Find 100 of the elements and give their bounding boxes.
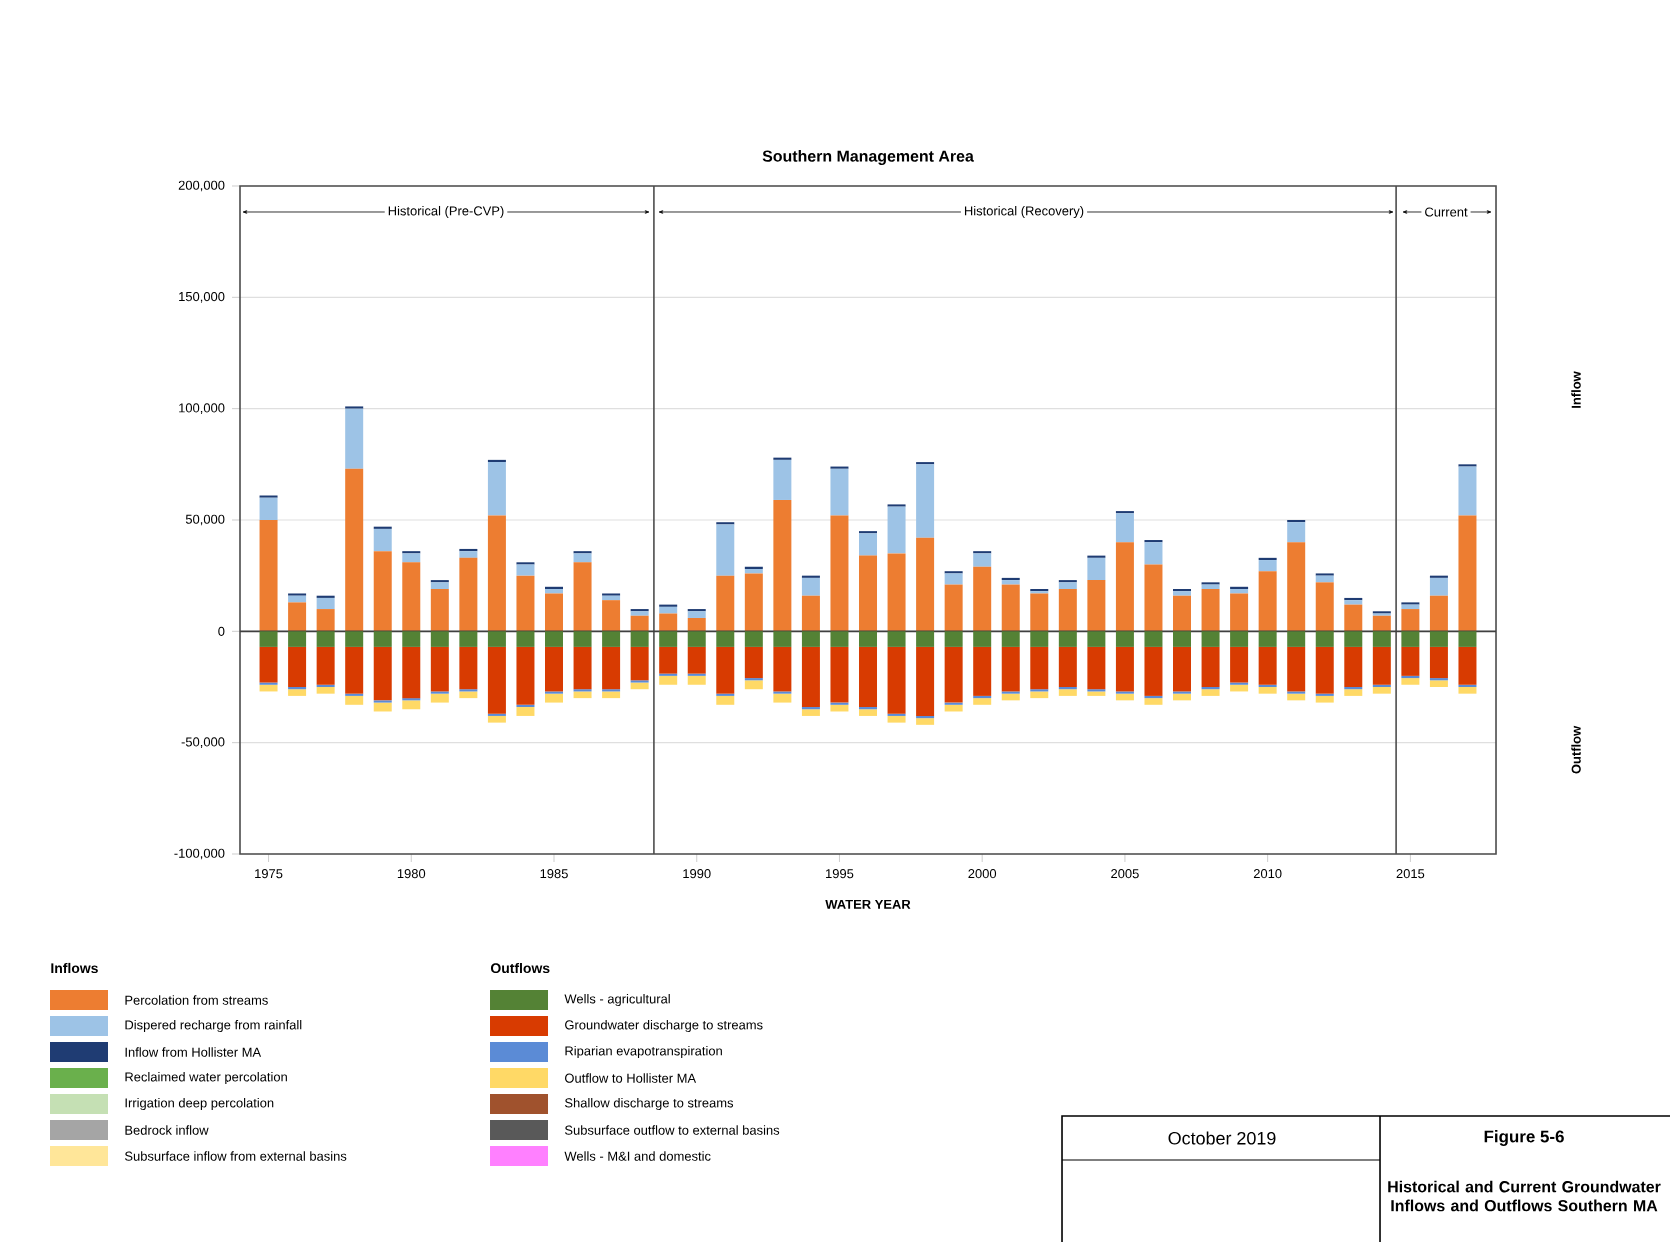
bar (316, 597, 335, 610)
bar (1315, 631, 1334, 647)
bar (687, 646, 706, 674)
bar (1458, 466, 1477, 516)
bar (1401, 609, 1420, 632)
bar (830, 468, 849, 516)
bar (859, 646, 878, 708)
bar (459, 646, 478, 690)
bar (1429, 631, 1448, 647)
bar (887, 631, 906, 647)
bar (830, 631, 849, 647)
bar (602, 631, 621, 647)
bar (1173, 595, 1192, 632)
bar (973, 566, 992, 632)
bar (1001, 693, 1020, 701)
bar (944, 584, 963, 632)
bar (687, 611, 706, 618)
bar (944, 646, 963, 703)
bar (1058, 646, 1077, 687)
bar (1115, 542, 1134, 632)
bar (1144, 646, 1163, 696)
bar (573, 553, 592, 563)
bar (345, 408, 364, 469)
bar (1287, 631, 1306, 647)
bar (1087, 646, 1106, 690)
bar (373, 528, 392, 552)
bar (1258, 560, 1277, 572)
bar (487, 715, 506, 723)
bar (659, 631, 678, 647)
bar (687, 631, 706, 647)
bar (1372, 686, 1391, 694)
bar (316, 646, 335, 685)
bar (316, 631, 335, 647)
bar (801, 595, 820, 632)
bar (1315, 575, 1334, 583)
bar (1058, 631, 1077, 647)
bar (288, 631, 307, 647)
bar (859, 709, 878, 716)
bar (1144, 698, 1163, 705)
bar (944, 704, 963, 712)
bar (1001, 584, 1020, 632)
bar (630, 682, 649, 690)
text: October 2019 (1168, 1131, 1276, 1145)
bar (459, 691, 478, 699)
bar (1173, 693, 1192, 701)
bar (944, 573, 963, 585)
bar (1058, 589, 1077, 632)
bar (430, 631, 449, 647)
bar (1001, 631, 1020, 647)
bar (801, 709, 820, 716)
bar (545, 693, 564, 703)
bar (1030, 691, 1049, 699)
bar (1115, 631, 1134, 647)
bar (1030, 631, 1049, 647)
bar (973, 698, 992, 705)
bar (859, 533, 878, 556)
bar (773, 459, 792, 500)
bar (973, 553, 992, 567)
caption: Figure 5-6 (1484, 1130, 1564, 1146)
bar (1087, 580, 1106, 632)
bar (1258, 686, 1277, 694)
bar (630, 646, 649, 681)
bar (801, 646, 820, 708)
bar (716, 695, 735, 705)
bar (602, 595, 621, 601)
bar (716, 524, 735, 576)
bar (402, 631, 421, 647)
bar (573, 631, 592, 647)
bar (1401, 646, 1420, 676)
bar (716, 575, 735, 632)
bar (259, 646, 278, 683)
bar (345, 468, 364, 632)
bar (1287, 542, 1306, 632)
bar (1230, 684, 1249, 692)
bar (887, 506, 906, 554)
bar (345, 646, 364, 694)
bar (288, 595, 307, 603)
bar (716, 646, 735, 694)
bar (1173, 631, 1192, 647)
bar (1458, 686, 1477, 694)
bar (773, 631, 792, 647)
bar (801, 577, 820, 596)
bar (944, 631, 963, 647)
bar (1429, 646, 1448, 679)
bar (1401, 604, 1420, 610)
bar (1287, 522, 1306, 543)
bar (402, 700, 421, 710)
bar (830, 704, 849, 712)
bar (1115, 693, 1134, 701)
bar (1372, 646, 1391, 685)
bar (1344, 604, 1363, 632)
bar (402, 646, 421, 699)
bar (516, 564, 535, 576)
bar (1401, 631, 1420, 647)
bar (487, 631, 506, 647)
bar (659, 646, 678, 674)
bar (1115, 513, 1134, 543)
bar (545, 631, 564, 647)
bar (430, 589, 449, 632)
bar (1201, 584, 1220, 590)
